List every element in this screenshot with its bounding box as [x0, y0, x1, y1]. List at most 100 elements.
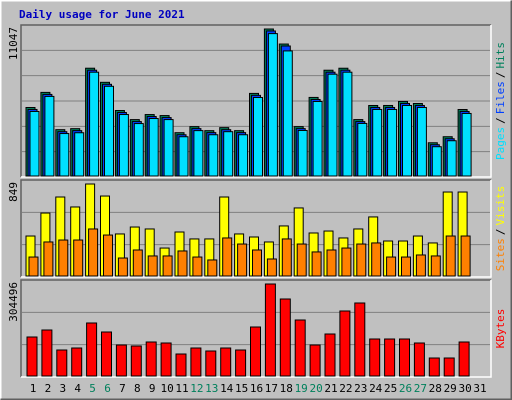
- bar: [59, 133, 70, 177]
- x-tick-label: 15: [235, 382, 248, 395]
- legend-separator: /: [494, 72, 507, 79]
- panel-bevel-light: [21, 180, 492, 278]
- bar: [282, 50, 293, 177]
- bar: [175, 353, 187, 377]
- x-tick-label: 24: [369, 382, 383, 395]
- bar: [267, 33, 278, 177]
- bar: [460, 235, 471, 277]
- bar: [354, 302, 366, 377]
- bar: [342, 71, 353, 177]
- x-tick-label: 20: [309, 382, 322, 395]
- bar: [89, 71, 100, 177]
- bar: [71, 347, 83, 377]
- chart-title: Daily usage for June 2021: [19, 8, 185, 21]
- x-tick-label: 3: [59, 382, 66, 395]
- x-tick-label: 16: [250, 382, 263, 395]
- bar: [115, 344, 127, 377]
- bar: [445, 235, 456, 277]
- bar: [132, 249, 143, 277]
- bar: [190, 347, 202, 377]
- bar: [446, 140, 457, 177]
- bar: [371, 242, 382, 277]
- x-tick-label: 28: [429, 382, 442, 395]
- bar: [324, 333, 336, 377]
- bar: [41, 329, 53, 377]
- bar: [431, 146, 442, 177]
- bar: [326, 249, 337, 277]
- x-tick-label: 27: [414, 382, 427, 395]
- bar: [266, 258, 277, 277]
- x-tick-label: 19: [295, 382, 308, 395]
- x-tick-label: 26: [399, 382, 412, 395]
- bar: [237, 243, 248, 277]
- bar: [250, 326, 261, 377]
- bar: [130, 345, 142, 377]
- x-tick-label: 13: [205, 382, 218, 395]
- bar: [252, 249, 262, 277]
- x-tick-label: 1: [30, 382, 37, 395]
- bar: [133, 123, 144, 177]
- bar: [296, 243, 307, 277]
- bar: [43, 241, 54, 277]
- bar: [416, 106, 427, 177]
- bar: [58, 239, 69, 277]
- x-tick-label: 21: [324, 382, 337, 395]
- x-tick-label: 25: [384, 382, 397, 395]
- bar: [384, 338, 396, 377]
- bar: [369, 338, 381, 377]
- bar: [458, 341, 470, 377]
- legend-separator: /: [494, 117, 507, 124]
- x-tick-label: 4: [74, 382, 81, 395]
- bar: [235, 349, 247, 377]
- bar: [223, 131, 234, 177]
- bar: [443, 357, 455, 377]
- x-tick-label: 5: [89, 382, 96, 395]
- x-tick-label: 2: [45, 382, 52, 395]
- bar: [117, 257, 128, 277]
- bar: [177, 250, 188, 277]
- legend: KBytes: [494, 309, 507, 349]
- x-tick-label: 14: [220, 382, 234, 395]
- bar: [178, 136, 189, 177]
- x-tick-label: 18: [280, 382, 293, 395]
- bar: [327, 73, 338, 177]
- bar: [281, 238, 292, 277]
- bar: [148, 118, 159, 177]
- bar: [160, 342, 172, 377]
- bar: [147, 255, 158, 277]
- bar: [104, 85, 114, 177]
- y-tick-label: 849: [7, 182, 20, 202]
- legend-entry: KBytes: [494, 309, 507, 349]
- bar: [339, 310, 351, 377]
- bar: [208, 134, 219, 177]
- bar: [309, 344, 321, 377]
- bar: [145, 341, 157, 377]
- x-tick-label: 9: [149, 382, 156, 395]
- bar: [312, 100, 323, 177]
- legend-entry: Files: [494, 81, 507, 114]
- bar: [86, 322, 98, 377]
- panel-bevel-light: [21, 280, 492, 378]
- bar: [279, 298, 291, 377]
- bar: [341, 247, 352, 277]
- bar: [401, 256, 411, 277]
- bar: [357, 122, 368, 177]
- bar: [461, 112, 472, 177]
- bar: [430, 255, 441, 277]
- panel-bevel-light: [21, 25, 492, 178]
- bar: [56, 349, 68, 377]
- x-tick-label: 8: [134, 382, 141, 395]
- bar: [220, 347, 232, 377]
- bar: [28, 256, 39, 277]
- bar: [222, 237, 233, 277]
- x-tick-label: 29: [444, 382, 457, 395]
- bar: [163, 119, 174, 177]
- bar: [415, 254, 426, 277]
- legend-entry: Pages: [494, 127, 507, 160]
- bar: [413, 342, 425, 377]
- bar: [238, 134, 249, 177]
- bar: [372, 108, 383, 177]
- bar: [118, 114, 129, 177]
